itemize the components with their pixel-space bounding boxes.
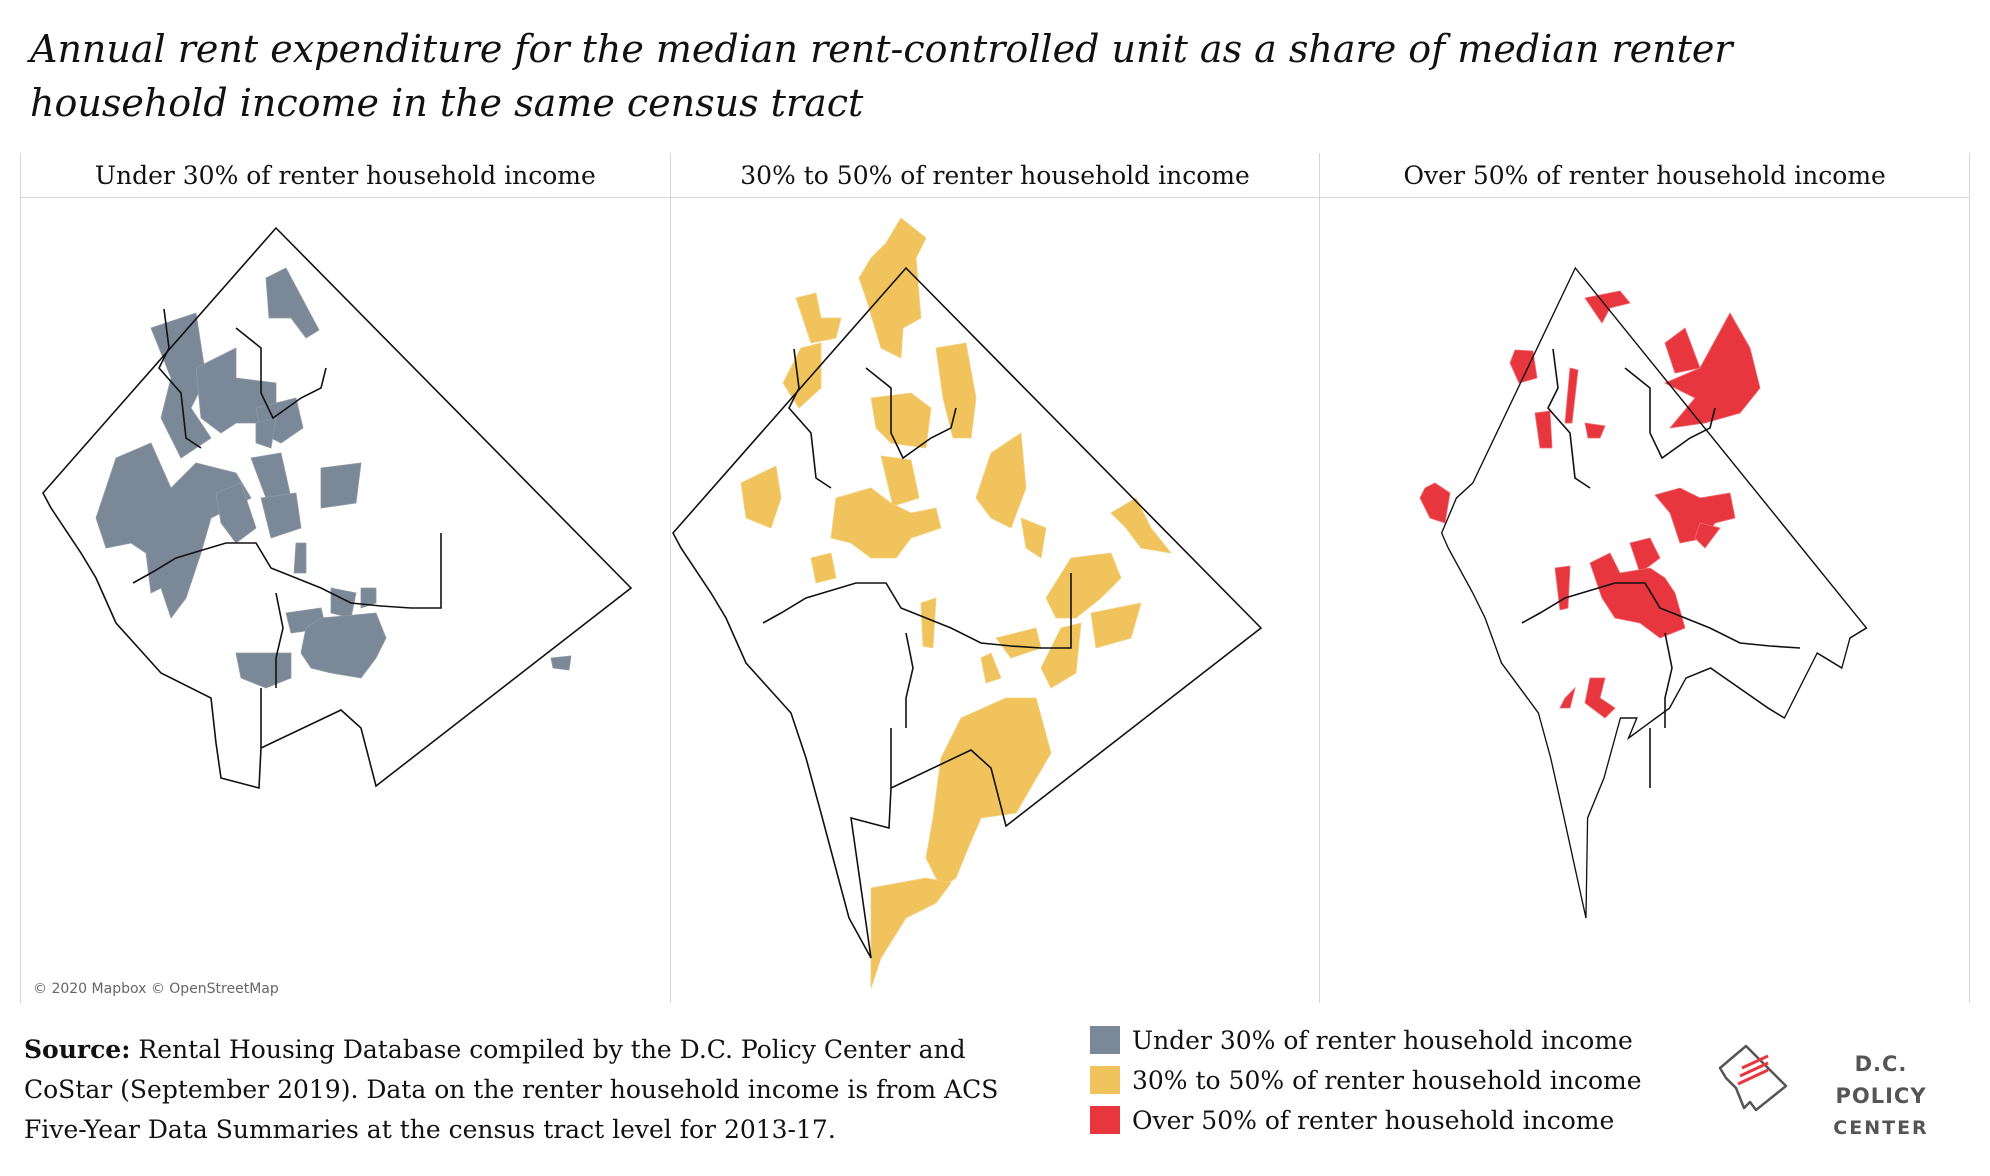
tracts-30-to-50 [740,217,1172,989]
panel-title-over-50: Over 50% of renter household income [1320,153,1970,198]
map-panel-30-to-50: 30% to 50% of renter household income [670,153,1321,1003]
map-panel-over-50: Over 50% of renter household income [1320,153,1971,1003]
logo-line-2: CENTER [1833,1117,1929,1139]
dc-map-over-50 [1419,266,1868,919]
tracts-over-50 [1419,290,1761,719]
source-label: Source: [24,1035,131,1064]
legend-item-over-50: Over 50% of renter household income [1090,1100,1642,1140]
dc-map-under-30 [42,226,633,790]
legend-swatch-under-30 [1090,1026,1120,1054]
source-text: Rental Housing Database compiled by the … [24,1035,999,1144]
ward-boundaries-under-30 [42,226,633,790]
legend-label-under-30: Under 30% of renter household income [1132,1025,1633,1055]
tracts-under-30 [95,267,572,689]
ward-boundaries-30-to-50 [671,266,1262,959]
panel-title-under-30: Under 30% of renter household income [21,153,670,198]
panel-title-30-to-50: 30% to 50% of renter household income [670,153,1320,198]
dc-policy-center-logo: D.C. POLICY CENTER [1716,1038,1956,1139]
map-attribution[interactable]: © 2020 Mapbox © OpenStreetMap [33,981,279,997]
dc-policy-center-logo-icon [1718,1044,1788,1112]
map-panels: Under 30% of renter household income [20,153,1971,1003]
legend-swatch-over-50 [1090,1106,1120,1134]
logo-line-1: D.C. POLICY [1835,1052,1927,1108]
logo-text: D.C. POLICY CENTER [1806,1048,1956,1144]
legend-item-under-30: Under 30% of renter household income [1090,1020,1642,1060]
dc-map-30-to-50 [671,217,1262,989]
legend-label-30-to-50: 30% to 50% of renter household income [1132,1065,1642,1095]
legend-label-over-50: Over 50% of renter household income [1132,1105,1615,1135]
legend-item-30-to-50: 30% to 50% of renter household income [1090,1060,1642,1100]
map-panel-under-30: Under 30% of renter household income [20,153,671,1003]
source-note: Source: Rental Housing Database compiled… [24,1030,1044,1150]
ward-boundaries-over-50 [1441,266,1868,919]
legend: Under 30% of renter household income 30%… [1090,1020,1642,1140]
legend-swatch-30-to-50 [1090,1066,1120,1094]
chart-title: Annual rent expenditure for the median r… [30,27,1733,125]
